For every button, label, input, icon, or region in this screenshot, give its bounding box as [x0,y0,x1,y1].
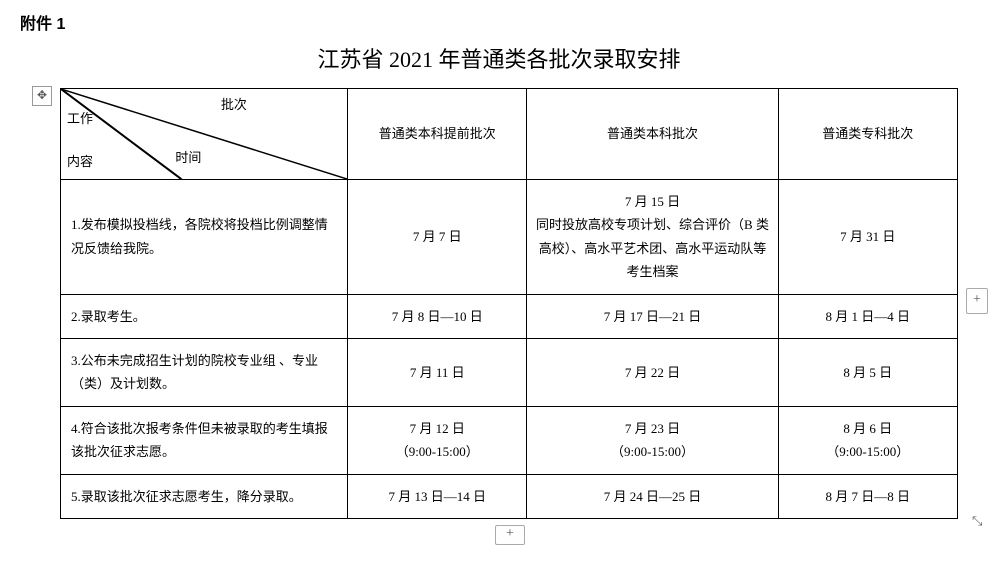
row-label: 2.录取考生。 [61,294,348,338]
cell: 7 月 24 日—25 日 [527,474,778,518]
cell: 8 月 1 日—4 日 [778,294,957,338]
row-label: 4.符合该批次报考条件但未被录取的考生填报该批次征求志愿。 [61,406,348,474]
cell: 7 月 17 日—21 日 [527,294,778,338]
cell: 7 月 8 日—10 日 [348,294,527,338]
table-row: 2.录取考生。 7 月 8 日—10 日 7 月 17 日—21 日 8 月 1… [61,294,958,338]
diag-label-batch: 批次 [221,93,247,116]
cell: 7 月 12 日（9:00-15:00） [348,406,527,474]
table-row: 3.公布未完成招生计划的院校专业组 、专业（类）及计划数。 7 月 11 日 7… [61,338,958,406]
cell: 7 月 22 日 [527,338,778,406]
table-container: ✥ 批次 时间 工作 内容 普通类本科提前批次 普通类本科批次 普通类专科 [60,88,958,519]
add-row-button[interactable]: + [495,525,525,545]
add-column-button[interactable]: + [966,288,988,314]
cell: 7 月 7 日 [348,180,527,295]
cell: 7 月 11 日 [348,338,527,406]
col-header-bachelor: 普通类本科批次 [527,89,778,180]
cell: 8 月 6 日（9:00-15:00） [778,406,957,474]
table-body: 1.发布模拟投档线，各院校将投档比例调整情况反馈给我院。 7 月 7 日 7 月… [61,180,958,519]
resize-handle-icon[interactable]: ⤡ [972,513,988,529]
document-title: 江苏省 2021 年普通类各批次录取安排 [20,42,978,74]
schedule-table: 批次 时间 工作 内容 普通类本科提前批次 普通类本科批次 普通类专科批次 1.… [60,88,958,519]
table-header-row: 批次 时间 工作 内容 普通类本科提前批次 普通类本科批次 普通类专科批次 [61,89,958,180]
attachment-label: 附件 1 [20,10,978,34]
cell: 7 月 13 日—14 日 [348,474,527,518]
row-label: 3.公布未完成招生计划的院校专业组 、专业（类）及计划数。 [61,338,348,406]
diag-label-work2: 内容 [67,150,93,173]
diag-label-work1: 工作 [67,107,93,130]
diag-label-time: 时间 [175,146,201,169]
diagonal-header-cell: 批次 时间 工作 内容 [61,89,348,180]
cell: 7 月 31 日 [778,180,957,295]
cell: 8 月 5 日 [778,338,957,406]
cell: 8 月 7 日—8 日 [778,474,957,518]
table-row: 1.发布模拟投档线，各院校将投档比例调整情况反馈给我院。 7 月 7 日 7 月… [61,180,958,295]
col-header-early: 普通类本科提前批次 [348,89,527,180]
row-label: 1.发布模拟投档线，各院校将投档比例调整情况反馈给我院。 [61,180,348,295]
cell: 7 月 15 日同时投放高校专项计划、综合评价（B 类高校）、高水平艺术团、高水… [527,180,778,295]
col-header-college: 普通类专科批次 [778,89,957,180]
row-label: 5.录取该批次征求志愿考生，降分录取。 [61,474,348,518]
table-row: 5.录取该批次征求志愿考生，降分录取。 7 月 13 日—14 日 7 月 24… [61,474,958,518]
move-handle-icon[interactable]: ✥ [32,86,52,106]
cell: 7 月 23 日（9:00-15:00） [527,406,778,474]
table-row: 4.符合该批次报考条件但未被录取的考生填报该批次征求志愿。 7 月 12 日（9… [61,406,958,474]
